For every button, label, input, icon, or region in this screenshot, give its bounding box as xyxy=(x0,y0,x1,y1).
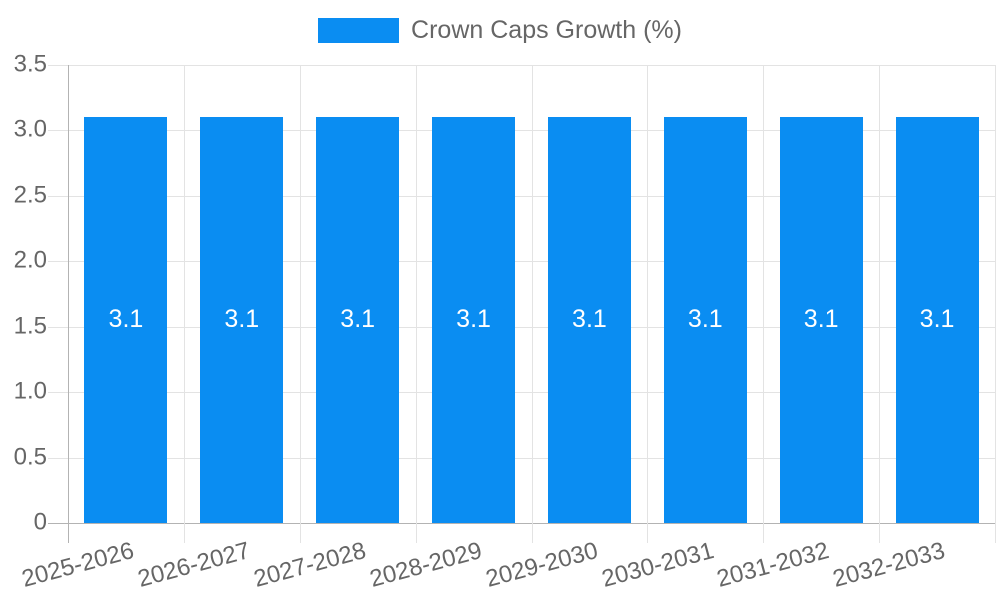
x-tick-label: 2027-2028 xyxy=(250,537,369,593)
x-gridline xyxy=(299,64,301,543)
y-tick-label: 2.0 xyxy=(13,246,47,274)
x-gridline xyxy=(995,64,996,543)
bar-2028-2029[interactable]: 3.1 xyxy=(432,116,516,523)
x-gridline xyxy=(647,64,649,543)
y-tick-label: 0 xyxy=(33,508,47,536)
bar-value-label: 3.1 xyxy=(803,305,839,334)
x-tick-label: 2026-2027 xyxy=(134,537,253,593)
y-tick-label: 2.5 xyxy=(13,180,47,208)
y-gridline xyxy=(48,261,995,262)
x-tick-label: 2029-2030 xyxy=(482,537,601,593)
x-gridline xyxy=(531,64,533,543)
y-tick-label: 3.0 xyxy=(13,115,47,143)
bar-value-label: 3.1 xyxy=(919,305,955,334)
bar-2032-2033[interactable]: 3.1 xyxy=(895,116,979,523)
y-tick-label: 0.5 xyxy=(13,442,47,470)
y-axis-line xyxy=(68,64,69,543)
x-gridline xyxy=(183,64,185,543)
y-gridline xyxy=(48,195,995,197)
x-gridline xyxy=(763,64,765,543)
y-tick-label: 3.5 xyxy=(13,49,47,77)
x-tick-label: 2030-2031 xyxy=(598,537,717,593)
x-tick-label: 2028-2029 xyxy=(366,537,485,593)
bar-value-label: 3.1 xyxy=(340,305,376,334)
y-gridline xyxy=(48,326,995,328)
bar-2027-2028[interactable]: 3.1 xyxy=(316,116,400,523)
legend-label[interactable]: Crown Caps Growth (%) xyxy=(411,16,682,44)
bar-value-label: 3.1 xyxy=(687,305,723,334)
bar-2025-2026[interactable]: 3.1 xyxy=(84,116,168,523)
y-gridline xyxy=(48,457,995,459)
legend-swatch[interactable] xyxy=(318,18,400,43)
bar-value-label: 3.1 xyxy=(456,305,491,334)
x-tick-label: 2032-2033 xyxy=(830,537,949,593)
bar-2026-2027[interactable]: 3.1 xyxy=(200,116,284,523)
y-tick-label: 1.0 xyxy=(13,377,47,405)
bar-value-label: 3.1 xyxy=(108,305,144,334)
x-gridline xyxy=(415,64,417,543)
y-gridline xyxy=(48,392,995,393)
x-axis-baseline xyxy=(48,523,995,524)
bar-2030-2031[interactable]: 3.1 xyxy=(663,116,747,523)
x-tick-label: 2031-2032 xyxy=(714,537,833,593)
bar-2031-2032[interactable]: 3.1 xyxy=(779,116,863,523)
bar-value-label: 3.1 xyxy=(572,305,607,334)
y-gridline xyxy=(48,64,995,66)
bar-value-label: 3.1 xyxy=(224,305,260,334)
x-tick-label: 2025-2026 xyxy=(19,537,137,593)
y-gridline xyxy=(48,130,995,131)
y-tick-label: 1.5 xyxy=(13,311,47,339)
x-gridline xyxy=(879,64,881,543)
bar-2029-2030[interactable]: 3.1 xyxy=(547,116,631,523)
legend: Crown Caps Growth (%) xyxy=(0,18,1000,43)
